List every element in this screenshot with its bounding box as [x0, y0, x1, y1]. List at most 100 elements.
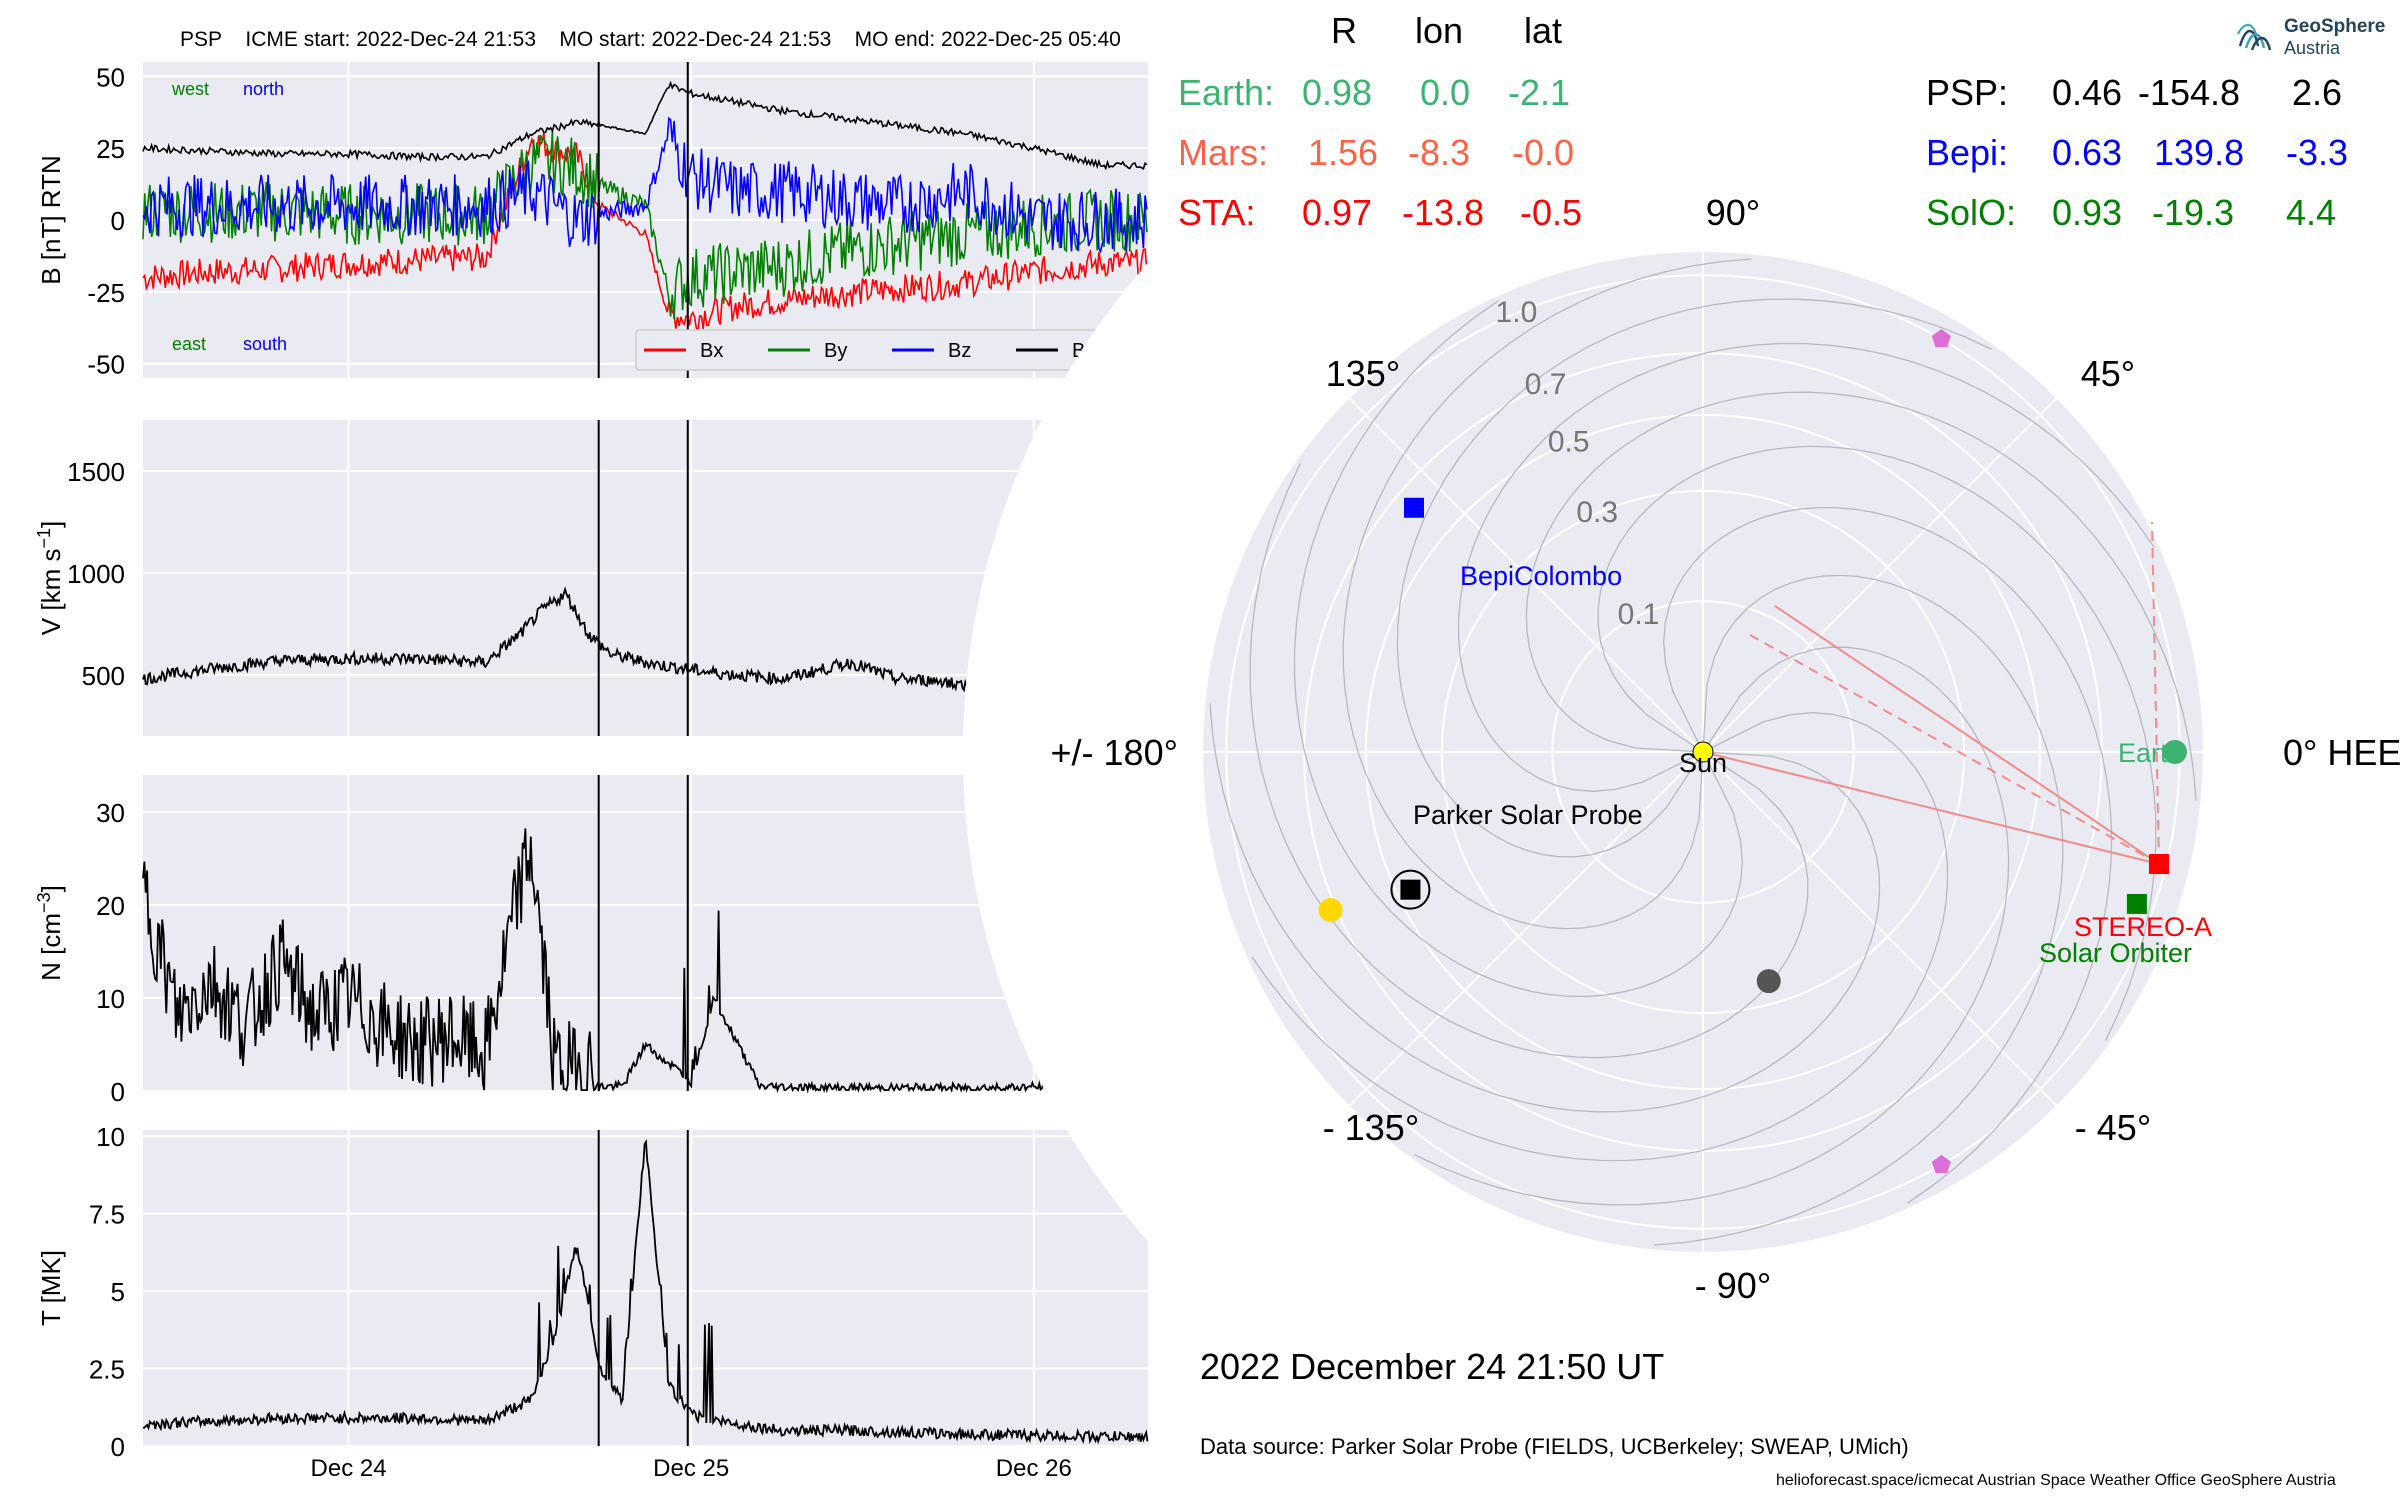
polar-spoke [1702, 751, 2058, 1107]
series-btotal [142, 80, 1148, 171]
row-mars-r: 1.56 [1308, 132, 1379, 173]
row-psp-lon: -154.8 [2138, 72, 2241, 113]
label-sun: Sun [1679, 748, 1727, 778]
row-psp-lat: 2.6 [2292, 72, 2343, 113]
marker-psp-ring [1390, 869, 1431, 910]
parker-spiral [1251, 712, 1949, 1162]
y-tick-label: 7.5 [89, 1200, 125, 1230]
polar-spoke [1348, 397, 1704, 753]
header-spacecraft: PSP [180, 28, 223, 51]
row-psp-r: 0.46 [2052, 72, 2123, 113]
y-tick-label: 30 [96, 798, 125, 828]
angle-label-m135: - 135° [1323, 1107, 1419, 1148]
r-tick-label: 0.3 [1576, 496, 1618, 529]
marker-pentagon [1931, 1154, 1951, 1173]
parker-spiral [1414, 646, 2010, 1206]
row-solo-name: SolO: [1926, 192, 2017, 233]
polar-spoke [1702, 397, 2058, 753]
r-tick-label: 0.1 [1618, 598, 1660, 631]
y-tick-label: 50 [96, 62, 125, 92]
table-header-lon: lon [1415, 10, 1464, 51]
marker-bepicolombo [1403, 497, 1424, 518]
series-temperature [142, 1139, 1149, 1445]
row-solo-r: 0.93 [2052, 192, 2123, 233]
polar-mask [963, 12, 2400, 1492]
marker-parker-solar-probe [1400, 879, 1421, 900]
geosphere-logo-icon [2237, 24, 2272, 51]
row-bepi-lon: 139.8 [2154, 132, 2245, 173]
row-solo-lat: 4.4 [2286, 192, 2337, 233]
parker-spiral [1663, 506, 2113, 1204]
angle-label-45: 45° [2081, 353, 2135, 394]
parker-spiral [1597, 445, 2157, 1041]
label-parker-solar-probe: Parker Solar Probe [1413, 800, 1643, 830]
marker-planet [1318, 898, 1343, 923]
timestamp: 2022 December 24 21:50 UT [1200, 1346, 1665, 1387]
x-tick-label: Dec 24 [311, 1455, 387, 1482]
r-tick-label: 1.0 [1496, 296, 1538, 329]
angle-label-0: 0° HEEQ [2283, 732, 2400, 773]
row-earth-lon: 0.0 [1420, 72, 1471, 113]
legend-label-by: By [824, 340, 847, 362]
sta-line-hi1 [1774, 605, 2160, 865]
y-axis-label: N [cm−3] [34, 885, 66, 981]
label-earth: Earth [2118, 738, 2183, 768]
marker-sun [1692, 741, 1714, 763]
marker-earth [2162, 740, 2187, 764]
y-tick-label: 5 [111, 1277, 125, 1307]
header-mo-start: MO start: 2022-Dec-24 21:53 [559, 28, 832, 51]
polar-spoke [1348, 751, 1704, 1107]
geosphere-logo: GeoSphere Austria [2236, 14, 2386, 60]
annotation-south: south [243, 334, 287, 354]
label-stereo-a: STEREO-A [2074, 912, 2212, 942]
series-bx [142, 132, 1148, 333]
y-tick-label: 0 [111, 1432, 125, 1462]
parker-spiral [1249, 463, 1809, 1059]
r-tick-label: 0.7 [1525, 368, 1567, 401]
angle-label-135: 135° [1326, 353, 1400, 394]
label-solar-orbiter: Solar Orbiter [2039, 938, 2192, 968]
row-earth-lat: -2.1 [1508, 72, 1571, 113]
row-psp-name: PSP: [1926, 72, 2009, 113]
y-tick-label: 1000 [67, 559, 125, 589]
y-tick-label: 500 [82, 661, 125, 691]
marker-stereo-a [2148, 853, 2169, 874]
y-tick-label: 10 [96, 984, 125, 1014]
y-tick-label: -50 [87, 350, 125, 380]
series-bz [142, 116, 1148, 254]
y-tick-label: 20 [96, 891, 125, 921]
row-bepi-lat: -3.3 [2286, 132, 2349, 173]
annotation-east: east [172, 334, 206, 354]
row-bepi-r: 0.63 [2052, 132, 2123, 173]
y-tick-label: 0 [111, 1077, 125, 1107]
series-by [142, 131, 1148, 320]
header-line: PSP ICME start: 2022-Dec-24 21:53 MO sta… [180, 28, 1121, 52]
y-axis-label: B [nT] RTN [36, 155, 66, 285]
y-tick-label: 2.5 [89, 1355, 125, 1385]
header-icme-start: ICME start: 2022-Dec-24 21:53 [245, 28, 537, 51]
y-tick-label: 25 [96, 134, 125, 164]
x-tick-label: Dec 25 [653, 1455, 729, 1482]
header-mo-end: MO end: 2022-Dec-25 05:40 [854, 28, 1121, 51]
parker-spiral [1654, 574, 2064, 1246]
logo-line1: GeoSphere [2284, 16, 2386, 37]
annotation-west: west [171, 79, 209, 99]
y-tick-label: 1500 [67, 457, 125, 487]
logo-line2: Austria [2284, 38, 2341, 58]
t-panel-bg [143, 1130, 1148, 1446]
y-tick-label: 0 [111, 206, 125, 236]
parker-spiral [1293, 300, 1743, 998]
row-mars-name: Mars: [1178, 132, 1268, 173]
angle-label-90: 90° [1706, 192, 1760, 233]
y-axis-label: V [km s−1] [34, 521, 66, 635]
marker-pentagon [1931, 329, 1951, 348]
row-bepi-name: Bepi: [1926, 132, 2009, 173]
parker-spiral [1525, 391, 2197, 801]
x-tick-label: Dec 26 [996, 1455, 1072, 1482]
row-earth-name: Earth: [1178, 72, 1275, 113]
legend-label-bx: Bx [700, 340, 723, 362]
footer-credits: helioforecast.space/icmecat Austrian Spa… [1776, 1472, 2336, 1489]
label-bepicolombo: BepiColombo [1460, 561, 1622, 591]
legend-label-bz: Bz [948, 340, 971, 362]
